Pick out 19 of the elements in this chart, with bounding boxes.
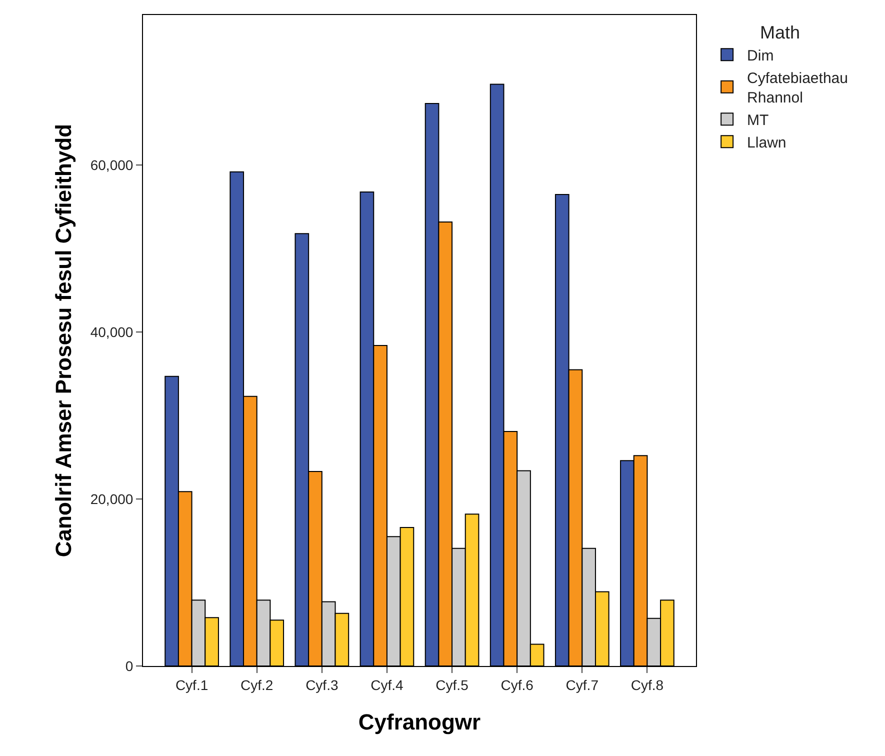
x-tick-label: Cyf.5 xyxy=(436,676,469,693)
x-tick-label: Cyf.2 xyxy=(240,676,274,693)
legend-label: Llawn xyxy=(747,134,786,152)
y-tick-label: 20,000 xyxy=(90,490,134,507)
y-axis-title: Canolrif Amser Prosesu fesul Cyfieithydd xyxy=(51,124,76,558)
legend-label: Cyfatebiaethau Rhannol xyxy=(747,70,848,106)
y-tick-label: 60,000 xyxy=(90,157,134,174)
legend-title: Math xyxy=(760,22,800,42)
y-tick-label: 0 xyxy=(125,658,134,674)
legend-label: Dim xyxy=(747,48,774,64)
x-tick-label: Cyf.1 xyxy=(175,676,208,693)
legend-label: MT xyxy=(747,112,769,129)
x-tick-label: Cyf.6 xyxy=(500,676,534,693)
x-tick-label: Cyf.7 xyxy=(566,676,599,693)
y-tick-label: 40,000 xyxy=(90,324,134,340)
x-tick-label: Cyf.3 xyxy=(306,676,338,693)
x-tick-label: Cyf.4 xyxy=(370,676,404,693)
x-tick-label: Cyf.8 xyxy=(630,676,664,693)
x-axis-title: Cyfranogwr xyxy=(358,710,482,735)
